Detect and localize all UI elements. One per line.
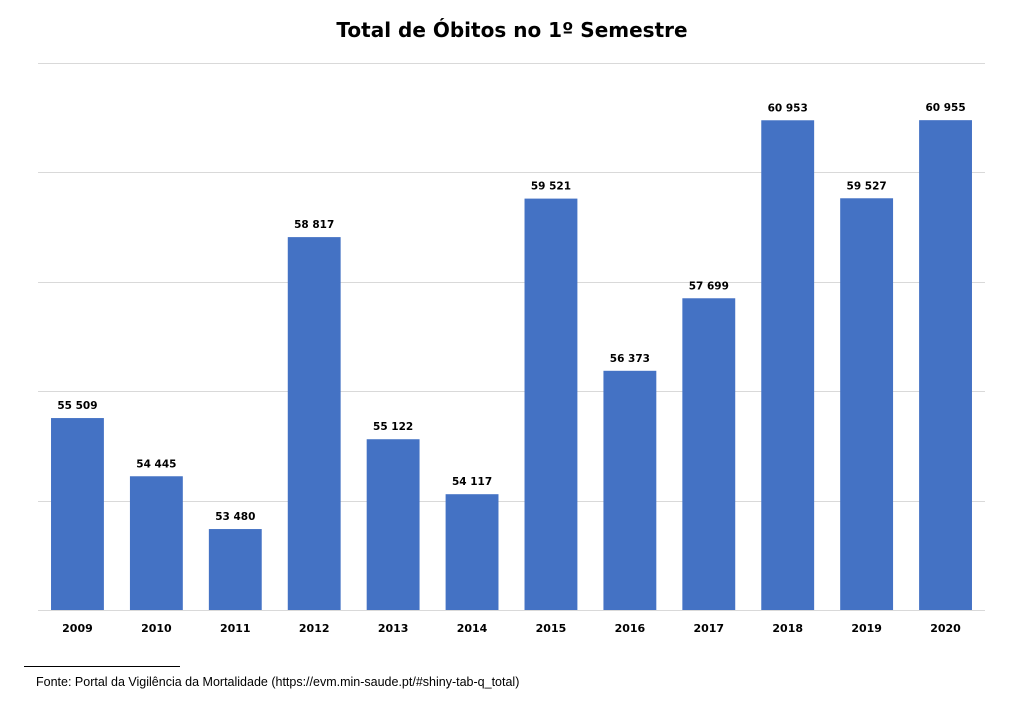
x-tick-label-2017: 2017 (693, 622, 724, 635)
x-tick-label-2019: 2019 (851, 622, 882, 635)
x-tick-label-2016: 2016 (615, 622, 646, 635)
data-label-2010: 54 445 (136, 458, 176, 470)
bar-2019 (840, 198, 894, 610)
bar-2011 (208, 529, 262, 610)
bar-2014 (445, 494, 499, 610)
bar-2018 (761, 120, 815, 610)
bar-2016 (603, 370, 657, 610)
data-labels: 55 509 54 445 53 480 58 817 55 122 54 117 59 5… (57, 102, 965, 523)
data-label-2017: 57 699 (689, 280, 729, 292)
bar-2013 (366, 439, 420, 610)
chart-title: Total de Óbitos no 1º Semestre (336, 18, 688, 42)
data-label-2018: 60 953 (768, 102, 808, 114)
bar-2012 (287, 237, 341, 610)
data-label-2016: 56 373 (610, 353, 650, 365)
gridlines (38, 63, 985, 502)
x-tick-label-2015: 2015 (536, 622, 567, 635)
data-label-2020: 60 955 (925, 102, 965, 114)
data-label-2014: 54 117 (452, 476, 492, 488)
x-tick-label-2020: 2020 (930, 622, 961, 635)
data-label-2015: 59 521 (531, 181, 571, 193)
x-axis: 2009 2010 2011 2012 2013 2014 2015 2016 2017 2018… (38, 610, 985, 635)
data-label-2009: 55 509 (57, 400, 97, 412)
bars (51, 120, 972, 610)
bar-2015 (524, 198, 578, 610)
bar-2010 (129, 476, 183, 610)
bar-2009 (51, 418, 104, 610)
footnote-divider (24, 666, 180, 667)
data-label-2019: 59 527 (847, 180, 887, 192)
data-label-2011: 53 480 (215, 511, 255, 523)
x-tick-label-2013: 2013 (378, 622, 409, 635)
x-tick-label-2010: 2010 (141, 622, 172, 635)
data-label-2013: 55 122 (373, 421, 413, 433)
source-note: Fonte: Portal da Vigilência da Mortalida… (36, 675, 520, 689)
x-tick-label-2009: 2009 (62, 622, 93, 635)
bar-2020 (919, 120, 972, 610)
x-tick-label-2012: 2012 (299, 622, 330, 635)
bar-2017 (682, 298, 736, 610)
x-tick-label-2014: 2014 (457, 622, 488, 635)
data-label-2012: 58 817 (294, 219, 334, 231)
x-tick-label-2018: 2018 (772, 622, 803, 635)
x-tick-label-2011: 2011 (220, 622, 251, 635)
